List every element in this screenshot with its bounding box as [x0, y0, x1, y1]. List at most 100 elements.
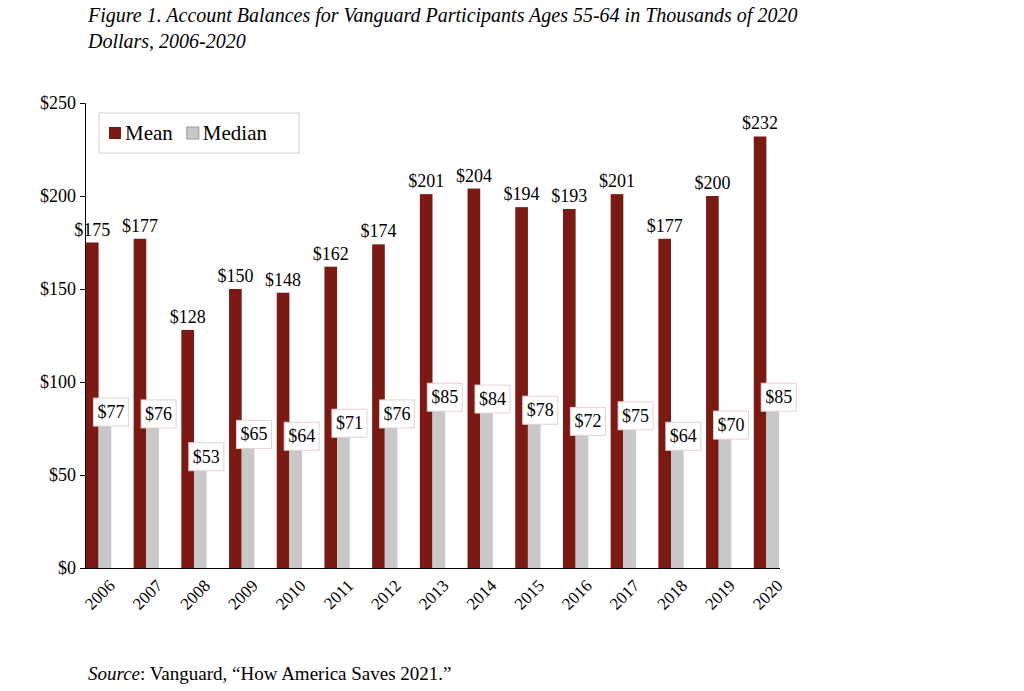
tick-label: 2007 — [129, 576, 167, 614]
data-label: $85 — [765, 387, 792, 407]
data-label-box: $70 — [714, 411, 749, 439]
data-label: $76 — [384, 404, 411, 424]
data-label: $193 — [551, 186, 587, 206]
tick-label: 2009 — [224, 576, 261, 613]
data-label: $150 — [217, 266, 253, 286]
data-label: $72 — [574, 411, 601, 431]
tick-mark — [80, 289, 85, 290]
legend-label: Mean — [125, 121, 173, 145]
tick-label: $0 — [58, 558, 76, 578]
bar — [99, 425, 112, 568]
tick-label: 2011 — [320, 576, 357, 613]
label-box — [284, 422, 319, 450]
tick-label: 2017 — [606, 576, 644, 614]
legend-frame — [99, 113, 299, 153]
label-box — [93, 398, 128, 426]
bar — [420, 194, 433, 568]
data-label-box: $76 — [141, 400, 176, 428]
label-box — [761, 383, 796, 411]
data-label: $53 — [193, 447, 220, 467]
data-label: $78 — [527, 400, 554, 420]
legend: MeanMedian — [99, 113, 299, 153]
data-label: $162 — [313, 244, 349, 264]
tick-mark — [80, 568, 85, 569]
label-box — [332, 409, 367, 437]
label-box — [427, 383, 462, 411]
data-label: $201 — [599, 171, 635, 191]
tick: 2013 — [415, 568, 452, 614]
data-label: $64 — [670, 426, 697, 446]
tick-label: 2010 — [272, 576, 309, 613]
bar — [433, 410, 446, 568]
bar — [146, 427, 159, 568]
tick: 2008 — [177, 568, 214, 614]
label-box — [189, 443, 224, 471]
bar — [289, 449, 302, 568]
data-label-box: $84 — [475, 385, 510, 413]
tick: 2006 — [81, 568, 118, 614]
chart: Figure 1. Account Balances for Vanguard … — [0, 0, 1024, 691]
label-box — [380, 400, 415, 428]
axis-line — [80, 104, 86, 569]
bar — [611, 194, 624, 568]
tick-label: $100 — [40, 372, 76, 392]
bar — [719, 438, 732, 568]
tick-label: $150 — [40, 279, 76, 299]
data-label: $232 — [742, 113, 778, 133]
data-label: $194 — [504, 184, 540, 204]
data-label: $65 — [241, 424, 268, 444]
title-line: Figure 1. Account Balances for Vanguard … — [87, 4, 797, 27]
bar — [623, 429, 636, 569]
data-label-box: $71 — [332, 409, 367, 437]
data-label-box: $85 — [761, 383, 796, 411]
label-box — [141, 400, 176, 428]
tick-label: $200 — [40, 186, 76, 206]
data-label: $177 — [647, 216, 683, 236]
tick-label: 2018 — [654, 576, 691, 613]
data-label: $77 — [97, 402, 124, 422]
data-label: $201 — [408, 171, 444, 191]
data-label: $84 — [479, 389, 506, 409]
data-label-box: $76 — [380, 400, 415, 428]
label-box — [237, 420, 272, 448]
tick: 2018 — [654, 568, 691, 614]
data-label-box: $78 — [523, 396, 558, 424]
tick-label: 2008 — [177, 576, 214, 613]
data-label: $175 — [74, 220, 110, 240]
annotation-part: : Vanguard, “How America Saves 2021.” — [140, 663, 452, 684]
bar — [576, 434, 589, 568]
tick: $100 — [40, 372, 85, 392]
data-label: $148 — [265, 270, 301, 290]
tick: $50 — [49, 465, 85, 485]
tick-label: 2020 — [749, 576, 786, 613]
bar — [480, 412, 493, 568]
tick: 2016 — [558, 568, 595, 614]
bar — [515, 207, 528, 568]
annotation: Source: Vanguard, “How America Saves 202… — [88, 663, 452, 684]
tick: 2020 — [749, 568, 786, 614]
tick-label: 2013 — [415, 576, 452, 613]
data-label: $85 — [431, 387, 458, 407]
tick-label: 2012 — [367, 576, 404, 613]
bar — [194, 469, 207, 568]
tick-label: $250 — [40, 93, 76, 113]
label-box — [523, 396, 558, 424]
tick: $0 — [58, 558, 85, 578]
tick: 2009 — [224, 568, 261, 614]
label-box — [666, 422, 701, 450]
plot: $0 $50 $100 $150 $200 $250 2006 2007 2008 2009 201… — [40, 93, 796, 613]
tick: 2011 — [320, 568, 357, 613]
data-label: $177 — [122, 216, 158, 236]
legend-swatch — [187, 127, 199, 139]
series-bars — [86, 136, 766, 568]
bar — [385, 427, 398, 568]
bar — [528, 423, 541, 568]
data-label: $76 — [145, 404, 172, 424]
data-label-box: $85 — [427, 383, 462, 411]
tick: 2017 — [606, 568, 644, 614]
bar — [754, 136, 767, 568]
bar — [671, 449, 684, 568]
data-label-box: $65 — [237, 420, 272, 448]
tick: 2007 — [129, 568, 167, 614]
tick: $250 — [40, 93, 85, 113]
